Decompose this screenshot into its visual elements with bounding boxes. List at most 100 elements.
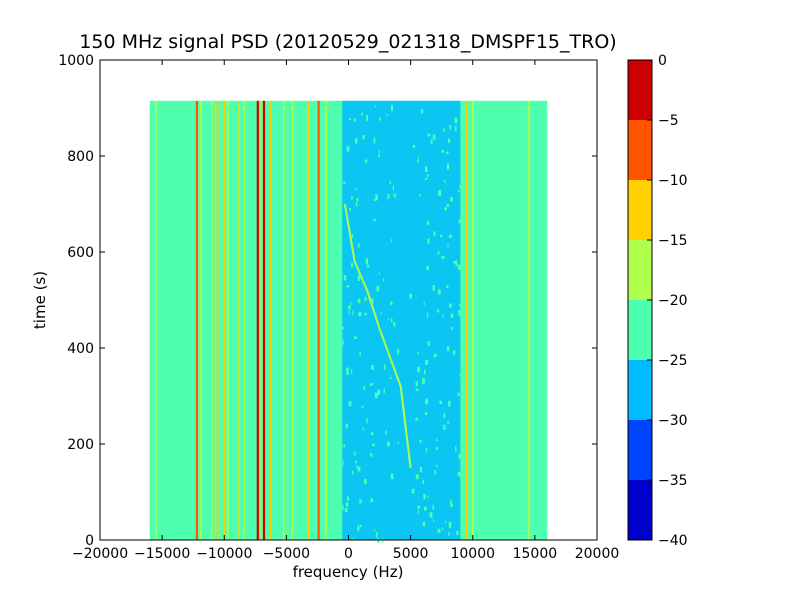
x-axis-label: frequency (Hz) (293, 563, 404, 581)
speckle-mark (436, 438, 438, 442)
colorbar-tick-label: −20 (658, 293, 688, 309)
speckle-mark (450, 313, 454, 318)
spectral-line (155, 100, 157, 541)
speckle-mark (363, 385, 366, 390)
speckle-mark (387, 317, 390, 321)
y-tick-label: 200 (67, 437, 94, 453)
speckle-mark (353, 336, 357, 340)
speckle-mark (357, 525, 360, 532)
speckle-mark (427, 495, 430, 498)
speckle-mark (343, 275, 347, 281)
speckle-mark (436, 464, 438, 468)
speckle-mark (370, 383, 373, 386)
speckle-mark (392, 185, 395, 191)
x-tick-label: 15000 (513, 546, 558, 562)
speckle-mark (386, 113, 388, 116)
speckle-mark (424, 506, 427, 511)
plot-area (149, 100, 548, 544)
speckle-mark (379, 117, 382, 121)
speckle-mark (443, 128, 446, 132)
speckle-mark (448, 401, 451, 407)
speckle-mark (417, 155, 419, 162)
speckle-mark (443, 424, 446, 430)
speckle-mark (434, 469, 437, 475)
spectral-line (465, 100, 468, 541)
speckle-mark (417, 509, 419, 514)
speckle-mark (356, 465, 358, 469)
speckle-mark (423, 493, 426, 500)
speckle-mark (415, 474, 419, 480)
speckle-mark (422, 521, 426, 527)
speckle-mark (442, 256, 445, 259)
speckle-mark (397, 441, 400, 444)
speckle-mark (459, 304, 462, 307)
speckle-mark (444, 207, 447, 211)
speckle-mark (366, 115, 369, 121)
speckle-mark (422, 378, 425, 385)
speckle-mark (429, 512, 433, 518)
spectral-line (243, 100, 245, 541)
speckle-mark (446, 204, 450, 207)
speckle-mark (356, 198, 359, 202)
colorbar-segment (628, 60, 652, 120)
speckle-mark (423, 369, 426, 375)
speckle-mark (453, 350, 456, 355)
colorbar-segment (628, 420, 652, 480)
speckle-mark (419, 466, 423, 473)
x-tick-label: 20000 (575, 546, 620, 562)
speckle-mark (446, 163, 450, 170)
speckle-mark (448, 532, 450, 536)
speckle-mark (342, 460, 344, 466)
speckle-mark (371, 298, 374, 304)
colorbar-tick-label: −35 (658, 473, 688, 489)
spectral-line (317, 100, 320, 541)
speckle-mark (383, 388, 386, 394)
speckle-mark (390, 318, 393, 323)
speckle-mark (459, 373, 462, 377)
speckle-mark (373, 198, 376, 201)
speckle-mark (457, 264, 461, 270)
speckle-mark (349, 207, 351, 212)
speckle-mark (451, 326, 454, 331)
speckle-mark (345, 502, 349, 507)
speckle-mark (433, 231, 436, 236)
speckle-mark (438, 190, 442, 197)
speckle-mark (346, 146, 350, 152)
speckle-mark (393, 322, 396, 327)
speckle-mark (454, 125, 457, 132)
speckle-mark (415, 381, 418, 387)
speckle-mark (458, 310, 461, 316)
speckle-mark (358, 243, 360, 248)
spectral-line (471, 100, 474, 541)
speckle-mark (370, 498, 373, 503)
speckle-mark (458, 453, 461, 460)
spectral-line (260, 100, 263, 541)
speckle-mark (439, 400, 443, 405)
spectral-line (227, 100, 229, 541)
y-tick-label: 0 (85, 533, 94, 549)
speckle-mark (342, 505, 344, 511)
speckle-mark (435, 446, 438, 451)
x-tick-label: 10000 (450, 546, 495, 562)
spectral-line (307, 100, 310, 541)
speckle-mark (457, 471, 461, 477)
speckle-mark (409, 293, 412, 299)
spectral-line (256, 100, 259, 541)
speckle-mark (424, 412, 428, 416)
speckle-mark (450, 197, 453, 202)
speckle-mark (391, 238, 393, 243)
speckle-mark (342, 340, 344, 345)
speckle-mark (389, 180, 392, 185)
speckle-mark (354, 451, 356, 456)
speckle-mark (433, 353, 437, 358)
speckle-mark (449, 499, 452, 506)
colorbar-segment (628, 480, 652, 540)
speckle-mark (359, 524, 362, 528)
x-tick-label: 5000 (393, 546, 429, 562)
speckle-mark (390, 376, 392, 379)
speckle-mark (412, 144, 416, 148)
speckle-mark (366, 418, 368, 423)
speckle-mark (417, 367, 420, 373)
spectral-line (238, 100, 240, 541)
